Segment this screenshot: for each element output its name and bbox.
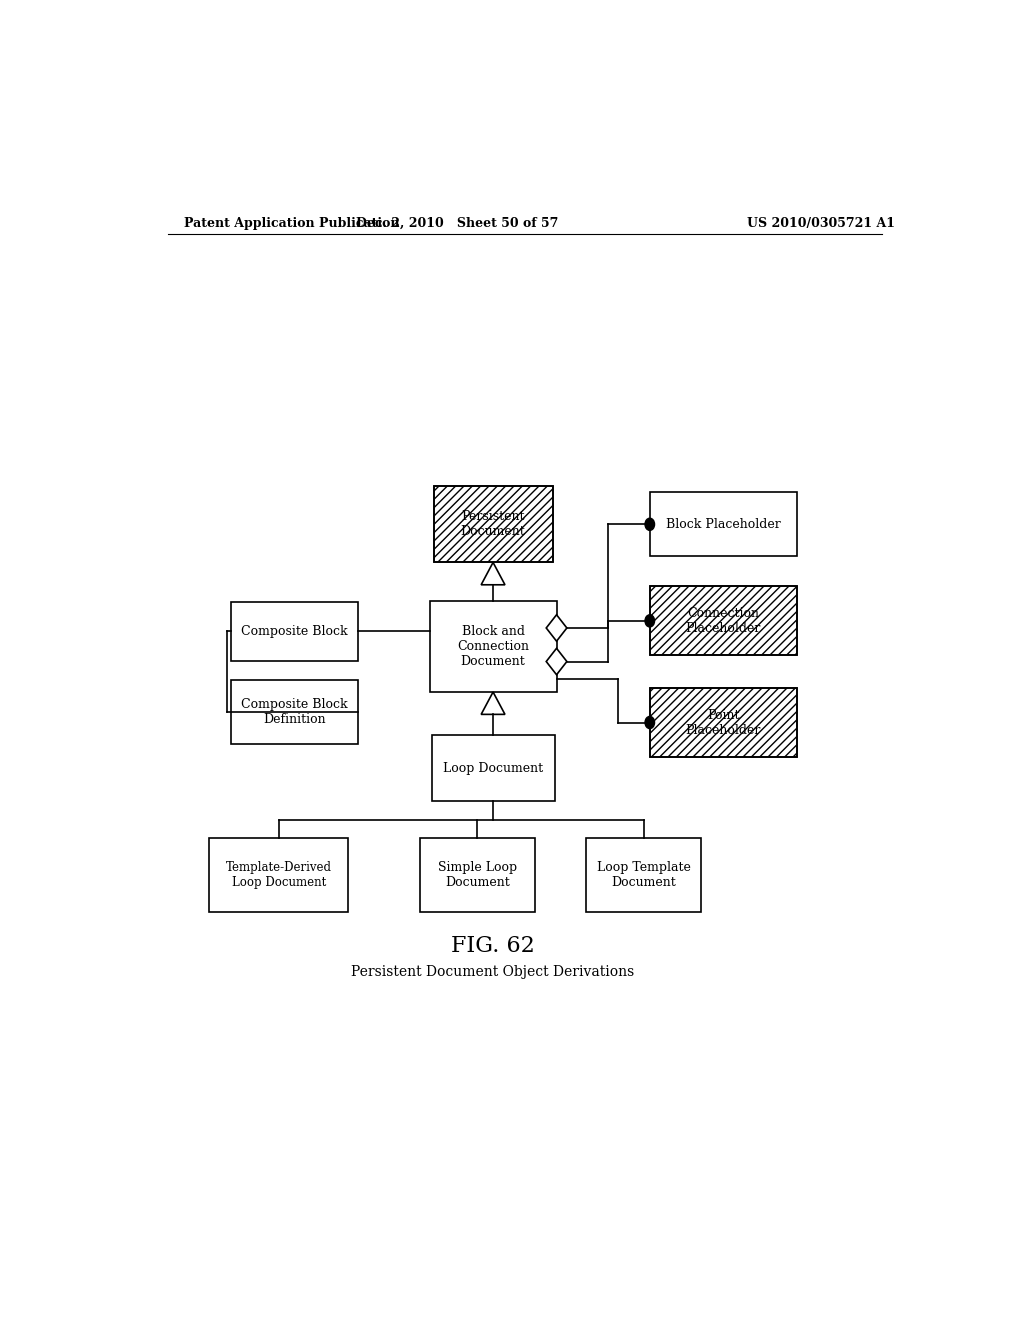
- Text: Block Placeholder: Block Placeholder: [666, 517, 780, 531]
- Bar: [433, 486, 553, 562]
- Bar: [430, 601, 557, 692]
- Bar: [650, 586, 797, 656]
- Bar: [650, 586, 797, 656]
- Text: Composite Block
Definition: Composite Block Definition: [242, 698, 348, 726]
- Bar: [231, 602, 358, 660]
- Circle shape: [645, 717, 654, 729]
- Polygon shape: [546, 648, 567, 675]
- Text: US 2010/0305721 A1: US 2010/0305721 A1: [748, 216, 895, 230]
- Text: Connection
Placeholder: Connection Placeholder: [685, 607, 761, 635]
- Text: Patent Application Publication: Patent Application Publication: [183, 216, 399, 230]
- Text: Composite Block: Composite Block: [242, 624, 348, 638]
- Bar: [650, 492, 797, 556]
- Bar: [209, 838, 348, 912]
- Bar: [650, 688, 797, 758]
- Polygon shape: [546, 615, 567, 642]
- Text: Loop Template
Document: Loop Template Document: [597, 861, 691, 888]
- Text: FIG. 62: FIG. 62: [452, 935, 535, 957]
- Bar: [433, 486, 553, 562]
- Bar: [231, 680, 358, 744]
- Bar: [433, 486, 553, 562]
- Text: Simple Loop
Document: Simple Loop Document: [437, 861, 517, 888]
- Text: Template-Derived
Loop Document: Template-Derived Loop Document: [225, 861, 332, 888]
- Text: Point
Placeholder: Point Placeholder: [685, 709, 761, 737]
- Bar: [650, 688, 797, 758]
- Bar: [650, 688, 797, 758]
- Bar: [650, 586, 797, 656]
- Text: Dec. 2, 2010   Sheet 50 of 57: Dec. 2, 2010 Sheet 50 of 57: [356, 216, 558, 230]
- Circle shape: [645, 615, 654, 627]
- Bar: [587, 838, 701, 912]
- Bar: [420, 838, 535, 912]
- Text: Persistent Document Object Derivations: Persistent Document Object Derivations: [351, 965, 635, 978]
- Bar: [431, 735, 555, 801]
- Text: Block and
Connection
Document: Block and Connection Document: [457, 624, 529, 668]
- Text: Loop Document: Loop Document: [443, 762, 543, 775]
- Text: Persistent
Document: Persistent Document: [461, 511, 525, 539]
- Circle shape: [645, 519, 654, 531]
